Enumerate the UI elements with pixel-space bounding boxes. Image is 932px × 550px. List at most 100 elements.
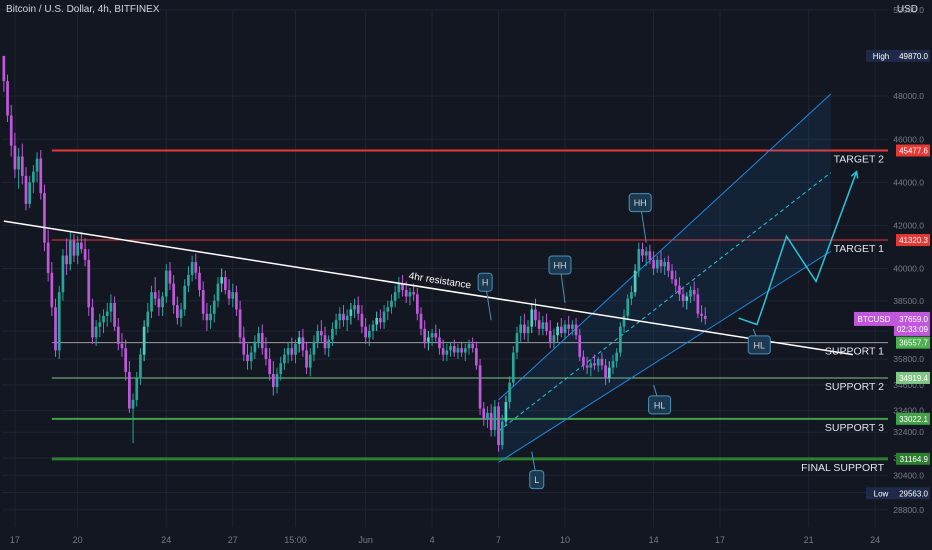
- level-value: 45477.6: [899, 147, 928, 156]
- candle-body: [297, 337, 301, 344]
- y-tick-label: 38500.0: [893, 296, 924, 306]
- candle-body: [356, 305, 360, 314]
- candle-body: [227, 290, 231, 299]
- candle-body: [556, 326, 559, 336]
- candle-body: [600, 358, 604, 366]
- candle-body: [449, 346, 452, 351]
- candle-body: [286, 348, 290, 355]
- candle-body: [445, 350, 449, 355]
- candle-body: [120, 343, 124, 349]
- candle-body: [61, 255, 65, 293]
- candle-body: [65, 255, 68, 265]
- candle-body: [397, 283, 401, 293]
- candle-body: [408, 292, 412, 297]
- candle-body: [153, 292, 157, 299]
- candle-body: [212, 300, 216, 314]
- candle-body: [460, 348, 463, 353]
- level-name: SUPPORT 3: [825, 422, 884, 434]
- candle-body: [294, 343, 297, 355]
- candle-body: [128, 371, 131, 409]
- swing-box: [648, 395, 672, 415]
- candle-body: [526, 326, 530, 334]
- candle-body: [205, 313, 209, 321]
- x-tick-label: 24: [870, 535, 880, 545]
- channel-upper: [498, 93, 832, 401]
- y-tick-label: 40000.0: [893, 264, 924, 274]
- candle-body: [596, 358, 600, 366]
- candle-body: [224, 277, 227, 291]
- level-value: 33022.1: [899, 415, 928, 424]
- candle-body: [201, 290, 205, 314]
- price-axis[interactable]: 28800.029600.030400.031200.032400.033400…: [854, 5, 930, 515]
- candle-body: [179, 309, 183, 319]
- swing-box: [747, 335, 771, 355]
- candle-body: [308, 354, 312, 368]
- time-axis[interactable]: 17 20 24 27 15:00 Jun 4 7 10 14 17 21 24: [10, 535, 880, 545]
- candle-body: [685, 296, 689, 301]
- candle-body: [271, 374, 275, 387]
- candle-body: [659, 259, 663, 267]
- candle-body: [630, 292, 633, 299]
- low-badge: [896, 487, 930, 500]
- level-name: SUPPORT 1: [825, 346, 884, 358]
- candle-body: [220, 277, 223, 284]
- low-tag-text: Low: [874, 489, 889, 498]
- candle-body: [72, 240, 76, 256]
- candle-body: [319, 330, 323, 336]
- x-tick-label: 7: [496, 535, 501, 545]
- y-tick-label: 42000.0: [893, 220, 924, 230]
- candle-body: [316, 330, 319, 342]
- level-value: 31164.9: [900, 455, 929, 464]
- candle-body: [438, 337, 441, 349]
- candle-body: [32, 171, 35, 183]
- channel-lower: [498, 250, 832, 463]
- candle-body: [275, 374, 279, 387]
- candle-body: [301, 337, 305, 351]
- last-price-badge: [894, 311, 930, 336]
- candle-body: [2, 55, 6, 82]
- candle-body: [622, 315, 626, 327]
- candle-body: [478, 365, 482, 409]
- candle-body: [471, 343, 475, 349]
- projection-path: [738, 170, 859, 326]
- candle-body: [441, 348, 445, 355]
- candle-body: [504, 402, 508, 422]
- candle-body: [264, 348, 268, 359]
- candle-body: [696, 294, 700, 314]
- candle-body: [379, 318, 382, 323]
- swing-label-hl: HL: [753, 340, 765, 350]
- candle-body: [172, 283, 176, 306]
- candle-body: [511, 352, 515, 383]
- swing-label-hh: HH: [634, 198, 647, 208]
- candle-body: [692, 290, 696, 295]
- candle-body: [198, 272, 201, 291]
- candle-body: [423, 328, 427, 342]
- candle-body: [419, 313, 423, 329]
- level-name: SUPPORT 2: [825, 381, 884, 393]
- candle-body: [135, 378, 139, 400]
- candle-body: [700, 313, 703, 316]
- y-tick-label: 32400.0: [893, 427, 924, 437]
- candle-body: [497, 406, 500, 446]
- candle-body: [39, 158, 43, 194]
- candle-body: [523, 324, 526, 334]
- level-badge: [896, 336, 930, 349]
- candle-body: [482, 408, 486, 420]
- candle-body: [105, 311, 109, 316]
- candle-body: [142, 326, 146, 355]
- candle-body: [353, 305, 356, 310]
- candle-body: [430, 333, 434, 338]
- candle-body: [703, 315, 707, 319]
- candle-body: [331, 328, 334, 340]
- level-name: TARGET 2: [834, 154, 885, 166]
- candle-body: [91, 307, 94, 338]
- candle-body: [246, 354, 249, 362]
- candle-body: [260, 333, 264, 349]
- y-tick-label: 44000.0: [893, 177, 924, 187]
- candle-body: [593, 363, 596, 366]
- y-tick-label: 30400.0: [893, 470, 924, 480]
- swing-box: [529, 470, 545, 490]
- candle-body: [46, 242, 50, 273]
